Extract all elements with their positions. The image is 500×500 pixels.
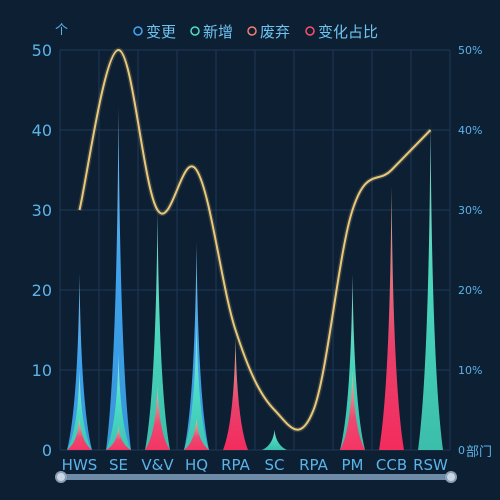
spike-add-5 bbox=[262, 430, 287, 450]
y-axis-left-unit: 个 bbox=[55, 23, 68, 38]
y-right-tick-label: 0 bbox=[458, 444, 465, 457]
spike-waste-4 bbox=[223, 338, 248, 450]
x-tick-label: SC bbox=[265, 456, 285, 474]
legend: 变更 新增 废弃 变化占比 bbox=[133, 23, 378, 41]
y-left-tick-label: 50 bbox=[32, 41, 52, 60]
spike-change-1 bbox=[106, 106, 131, 450]
spike-add-3 bbox=[184, 322, 209, 450]
spike-add-7 bbox=[340, 274, 365, 450]
x-axis: HWS SE V&V HQ RPA SC RPA PM CCB RSW bbox=[62, 456, 448, 474]
bar-marks bbox=[67, 106, 443, 450]
x-tick-label: V&V bbox=[141, 456, 174, 474]
zoom-start-handle[interactable] bbox=[55, 471, 67, 483]
y-right-tick-label: 50% bbox=[458, 44, 482, 57]
spike-waste-2 bbox=[145, 386, 170, 450]
y-left-tick-label: 10 bbox=[32, 361, 52, 380]
legend-marker-3 bbox=[305, 26, 315, 36]
y-right-tick-label: 20% bbox=[458, 284, 482, 297]
spike-change-0 bbox=[67, 274, 92, 450]
y-right-tick-label: 40% bbox=[458, 124, 482, 137]
y-right-tick-label: 30% bbox=[458, 204, 482, 217]
x-tick-label: HWS bbox=[62, 456, 98, 474]
legend-marker-2 bbox=[247, 26, 257, 36]
y-axis-right: 部门 0 10% 20% 30% 40% 50% bbox=[458, 44, 492, 460]
spike-waste-0 bbox=[67, 418, 92, 450]
x-tick-label: HQ bbox=[185, 456, 208, 474]
y-axis-right-unit: 部门 bbox=[466, 445, 492, 460]
x-tick-label: RPA bbox=[221, 456, 251, 474]
spike-waste-1 bbox=[106, 426, 131, 450]
legend-label-3: 变化占比 bbox=[318, 23, 378, 41]
x-tick-label: RSW bbox=[413, 456, 448, 474]
spike-add-1 bbox=[106, 354, 131, 450]
zoom-selected-range[interactable] bbox=[61, 474, 451, 480]
y-axis-left: 个 0 10 20 30 40 50 bbox=[32, 23, 68, 460]
spike-add-0 bbox=[67, 370, 92, 450]
spike-waste-8 bbox=[379, 186, 404, 450]
x-tick-label: PM bbox=[342, 456, 364, 474]
legend-marker-1 bbox=[190, 26, 200, 36]
y-left-tick-label: 30 bbox=[32, 201, 52, 220]
spike-add-2 bbox=[145, 210, 170, 450]
data-zoom-slider[interactable] bbox=[55, 471, 457, 483]
spike-add-9 bbox=[418, 122, 443, 450]
ratio-line-path bbox=[78, 48, 432, 431]
x-tick-label: SE bbox=[109, 456, 128, 474]
legend-label-2: 废弃 bbox=[260, 23, 290, 41]
y-left-tick-label: 20 bbox=[32, 281, 52, 300]
y-right-tick-label: 10% bbox=[458, 364, 482, 377]
zoom-end-handle[interactable] bbox=[445, 471, 457, 483]
ratio-line bbox=[77, 47, 433, 433]
spike-waste-7 bbox=[340, 370, 365, 450]
spike-waste-3 bbox=[184, 418, 209, 450]
x-tick-label: RPA bbox=[299, 456, 329, 474]
legend-label-1: 新增 bbox=[203, 23, 233, 41]
legend-label-0: 变更 bbox=[146, 23, 176, 41]
y-left-tick-label: 0 bbox=[42, 441, 52, 460]
x-tick-label: CCB bbox=[376, 456, 407, 474]
y-left-tick-label: 40 bbox=[32, 121, 52, 140]
legend-marker-0 bbox=[133, 26, 143, 36]
